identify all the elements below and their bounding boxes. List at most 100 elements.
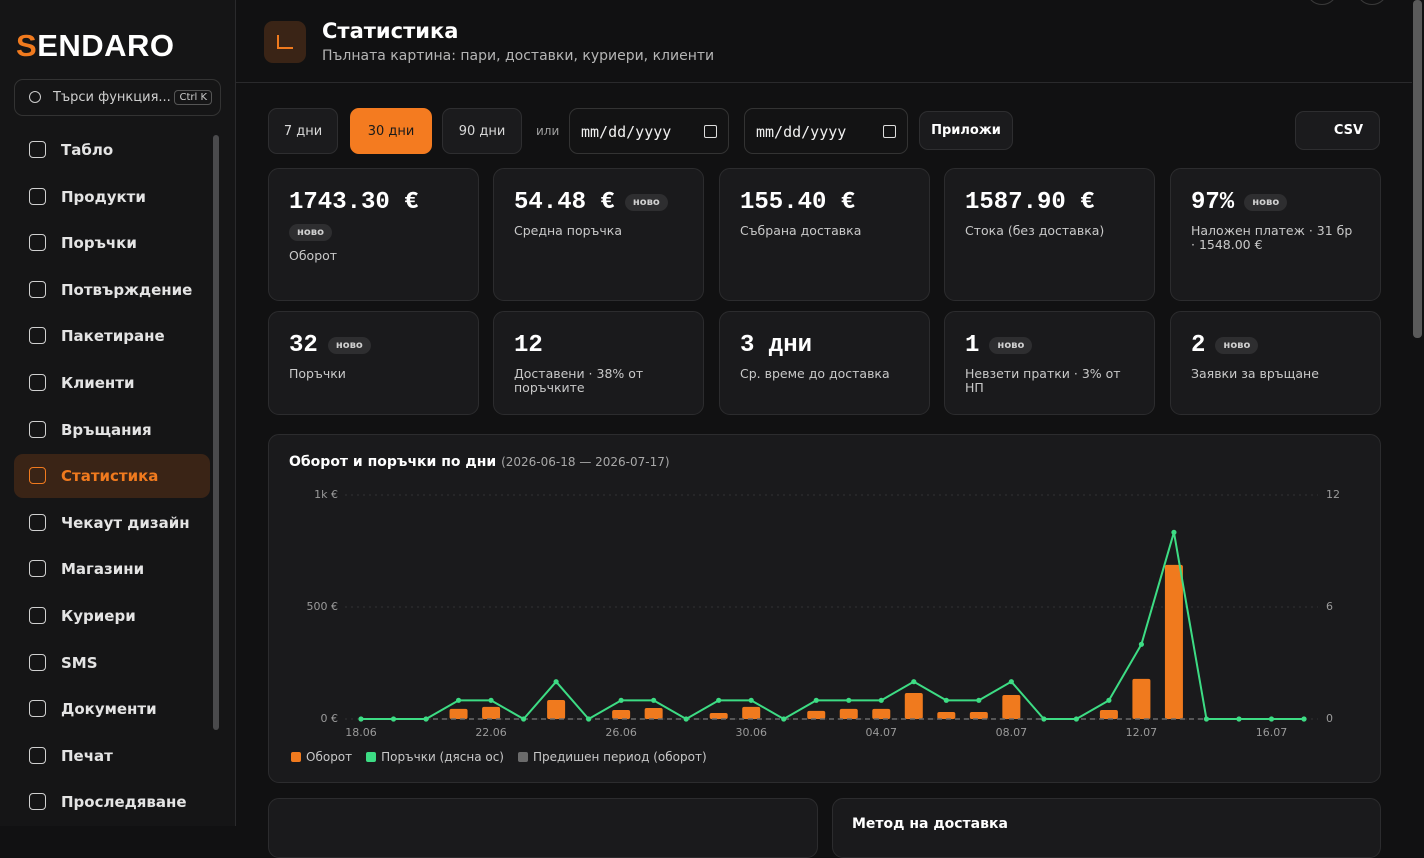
nav-item[interactable]: Документи (14, 687, 210, 731)
kpi-label: Поръчки (289, 366, 346, 381)
nav-label: Клиенти (61, 374, 135, 392)
sidebar-scrollbar[interactable] (213, 135, 219, 730)
kpi-value: 12 (514, 332, 543, 359)
kpi-value: 32 (289, 332, 318, 359)
nav-icon (29, 560, 46, 578)
x-tick-label: 26.06 (605, 726, 637, 739)
y-tick-label: 500 € (307, 600, 339, 613)
kpi-row: 54.48 € ново (514, 189, 683, 216)
legend-item[interactable]: Оборот (291, 750, 352, 764)
nav-item[interactable]: Куриери (14, 594, 210, 638)
kpi-row: 12 (514, 332, 683, 359)
nav-label: Магазини (61, 560, 145, 579)
page-scrollbar[interactable] (1413, 0, 1422, 338)
legend-item[interactable]: Предишен период (оборот) (517, 750, 707, 764)
shortcut-hint: Ctrl K (174, 90, 212, 105)
kpi-card: 97% ново Наложен платеж · 31 бр · 1548.00 … (1170, 168, 1381, 301)
page-subtitle: Пълната картина: пари, доставки, куриери… (322, 48, 715, 64)
nav-item[interactable]: Поръчки (14, 221, 210, 265)
range-button[interactable]: 7 дни (268, 108, 338, 154)
chart-title: Оборот и поръчки по дни (289, 454, 497, 470)
bar (612, 710, 631, 719)
point (1171, 529, 1177, 535)
bar (1164, 564, 1183, 719)
point (390, 716, 397, 722)
nav-icon (29, 653, 46, 671)
nav-item[interactable]: Печат (14, 734, 210, 778)
point (1041, 716, 1047, 722)
nav-item[interactable]: Продукти (14, 175, 210, 219)
nav-item[interactable]: Клиенти (14, 361, 210, 405)
point (878, 697, 884, 703)
point (683, 716, 689, 722)
nav-item[interactable]: Потвърждение (14, 268, 210, 312)
bar (449, 708, 468, 719)
kpi-card: 3 дни Ср. време до доставка (719, 311, 930, 415)
nav-item[interactable]: Пакетиране (14, 314, 210, 358)
nav-label: SMS (61, 653, 98, 672)
nav-label: Връщания (61, 420, 152, 439)
nav-item[interactable]: Статистика (14, 454, 210, 499)
nav-item[interactable]: Магазини (14, 547, 210, 591)
nav-item[interactable]: Проследяване (14, 780, 210, 824)
bar (1099, 710, 1118, 719)
kpi-badge: ново (289, 224, 332, 241)
nav-icon (29, 607, 46, 624)
bar (839, 708, 858, 719)
kpi-label: Средна поръчка (514, 223, 622, 238)
csv-button[interactable]: CSV (1295, 111, 1380, 150)
x-tick-label: 08.07 (996, 726, 1028, 739)
nav-item[interactable]: Връщания (14, 408, 210, 452)
line (361, 532, 1304, 721)
kpi-row: 3 дни (740, 332, 909, 359)
point (1008, 679, 1014, 685)
point (423, 716, 429, 722)
kpi-badge: ново (624, 194, 668, 211)
legend-swatch (366, 752, 377, 762)
kpi-badge: ново (1244, 194, 1288, 211)
range-button[interactable]: 90 дни (442, 108, 522, 154)
point (976, 697, 982, 703)
nav-label: Пакетиране (61, 327, 165, 346)
brand-logo[interactable]: SENDARO (16, 28, 175, 63)
page-title: Статистика (322, 19, 459, 43)
legend-label: Поръчки (дясна ос) (381, 750, 504, 764)
bar (482, 706, 501, 719)
nav-label: Продукти (61, 187, 146, 206)
search-box[interactable]: Търси функция... Ctrl K (14, 79, 221, 116)
kpi-card: 1743.30 € ново Оборот (268, 168, 479, 301)
chart-card (268, 434, 1381, 783)
nav-item[interactable]: Табло (14, 128, 210, 172)
date-from[interactable]: mm/dd/yyyy (569, 108, 729, 154)
legend-swatch (517, 752, 528, 762)
point (1236, 716, 1242, 722)
point (1073, 716, 1079, 722)
kpi-label: Стока (без доставка) (965, 223, 1105, 238)
y-tick-label: 1k € (314, 488, 338, 501)
kpi-card: 1 ново Невзети пратки · 3% от НП (944, 311, 1155, 415)
kpi-row: 97% ново (1191, 189, 1360, 216)
point (358, 716, 364, 722)
x-tick-label: 12.07 (1126, 726, 1158, 739)
kpi-label: Ср. време до доставка (740, 366, 890, 381)
apply-button[interactable]: Приложи (919, 111, 1013, 150)
kpi-badge: ново (327, 337, 371, 354)
kpi-label: Оборот (289, 248, 338, 263)
x-tick-label: 04.07 (866, 726, 898, 739)
point (553, 679, 559, 685)
nav-label: Статистика (61, 467, 159, 486)
legend-item[interactable]: Поръчки (дясна ос) (366, 750, 504, 764)
kpi-label: Заявки за връщане (1191, 366, 1319, 381)
date-to[interactable]: mm/dd/yyyy (744, 108, 908, 154)
x-tick-label: 18.06 (345, 726, 377, 739)
point (1106, 697, 1112, 703)
kpi-value: 97% (1191, 189, 1235, 216)
kpi-badge: ново (1215, 337, 1259, 354)
point (455, 697, 462, 703)
bar (644, 708, 663, 719)
nav-item[interactable]: SMS (14, 641, 210, 685)
nav-item[interactable]: Чекаут дизайн (14, 501, 210, 545)
bar (709, 712, 728, 719)
nav-icon (29, 467, 46, 485)
range-button[interactable]: 30 дни (350, 108, 432, 154)
